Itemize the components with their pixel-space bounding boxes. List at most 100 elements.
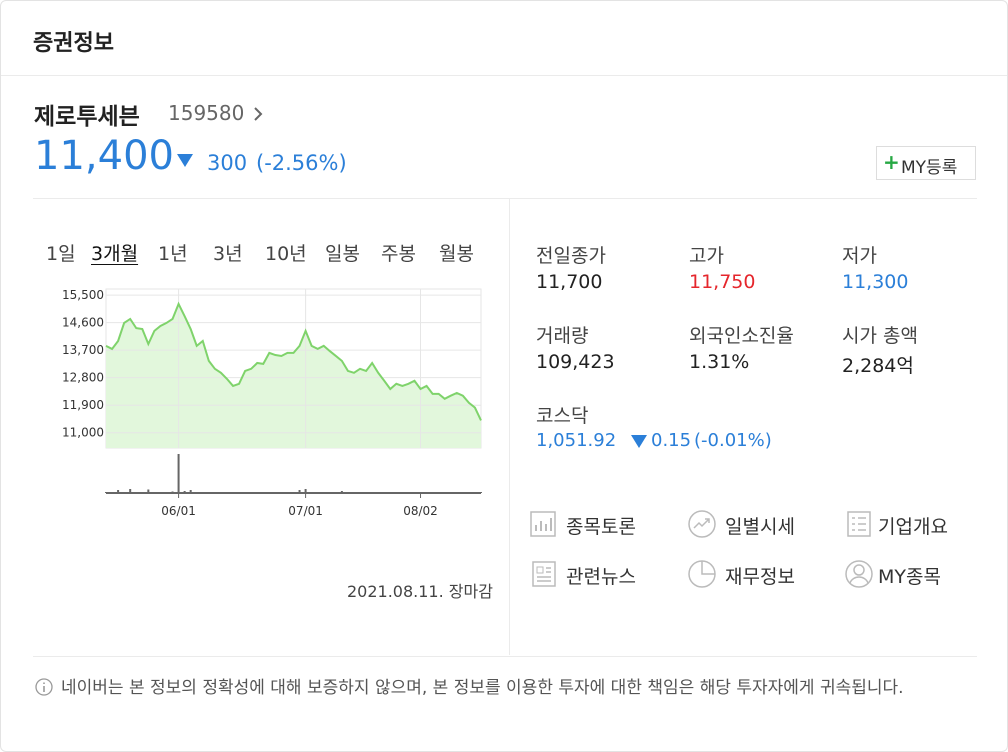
link-icon[interactable] (844, 559, 874, 589)
volume-bar (334, 492, 337, 493)
volume-bar (340, 491, 343, 493)
price-line (105, 301, 482, 421)
period-tab[interactable]: 10년 (265, 243, 307, 265)
volume-bar (425, 492, 428, 493)
volume-bar (455, 492, 458, 493)
volume-bar (147, 489, 150, 493)
y-tick-label: 11,900 (62, 398, 104, 412)
volume-bar (123, 492, 126, 493)
info-value: 1.31% (689, 351, 750, 373)
price-change-rate: (-2.56%) (256, 151, 347, 175)
my-register-label[interactable]: MY등록 (901, 158, 958, 178)
volume-bar (244, 492, 247, 493)
volume-bar (105, 492, 107, 493)
volume-bar (256, 492, 259, 493)
link-icon[interactable] (687, 559, 717, 589)
volume-bar (286, 492, 289, 493)
volume-bar (268, 492, 271, 493)
volume-bar (111, 492, 114, 493)
chevron-icon (254, 107, 263, 121)
price-area (106, 303, 481, 448)
volume-bar (298, 490, 301, 493)
volume-bar (213, 492, 216, 493)
volume-bar (207, 492, 210, 493)
volume-bar (322, 492, 325, 493)
period-tab[interactable]: 1일 (46, 243, 76, 265)
info-value: 11,700 (536, 271, 603, 293)
link[interactable]: MY종목 (878, 566, 941, 588)
y-tick-label: 14,600 (62, 316, 104, 330)
volume-bar (461, 492, 464, 493)
volume-bar (171, 491, 174, 493)
update-time: 2021.08.11. 장마감 (347, 582, 493, 601)
volume-bar (274, 492, 277, 493)
period-tab[interactable]: 월봉 (439, 243, 474, 265)
volume-bar (359, 492, 362, 493)
volume-bar (383, 492, 386, 493)
volume-bar (183, 491, 186, 493)
divider (1, 75, 1007, 76)
index-value: 1,051.92 (536, 430, 617, 451)
period-tab[interactable]: 일봉 (325, 243, 360, 265)
x-tick-label: 08/02 (403, 504, 438, 518)
x-tick-label: 07/01 (288, 504, 323, 518)
link-icon[interactable] (687, 509, 717, 539)
stock-code[interactable]: 159580 (168, 101, 245, 125)
volume-bar (419, 492, 422, 493)
info-label: 고가 (689, 245, 724, 267)
volume-bar (365, 492, 368, 493)
info-label: 전일종가 (536, 245, 606, 267)
stock-name[interactable]: 제로투세븐 (34, 104, 140, 130)
volume-bar (195, 492, 198, 493)
info-label: 시가 총액 (842, 325, 918, 347)
info-label: 외국인소진율 (689, 325, 794, 347)
divider (33, 198, 977, 199)
info-value: 11,300 (842, 271, 909, 293)
my-register-button[interactable]: + MY등록 (876, 146, 976, 180)
divider (509, 199, 510, 655)
volume-bar (153, 492, 156, 493)
volume-bar (449, 492, 452, 493)
volume-bar (346, 492, 349, 493)
info-value: 109,423 (536, 351, 615, 373)
volume-bar (407, 492, 410, 493)
link[interactable]: 기업개요 (878, 516, 948, 538)
volume-bar (328, 492, 331, 493)
link-icon[interactable] (529, 509, 559, 539)
volume-bar (135, 492, 138, 493)
info-value: 2,284억 (842, 355, 914, 377)
index-change-rate: (-0.01%) (694, 430, 772, 451)
link-icon[interactable] (844, 509, 874, 539)
period-tab[interactable]: 3년 (213, 243, 243, 265)
link[interactable]: 일별시세 (725, 516, 795, 538)
volume-bar (443, 492, 446, 493)
info-label: 거래량 (536, 325, 589, 347)
y-tick-label: 12,800 (62, 371, 104, 385)
volume-bar (480, 492, 482, 493)
link[interactable]: 종목토론 (566, 516, 636, 538)
y-tick-label: 13,700 (62, 343, 104, 357)
volume-bar (141, 492, 144, 493)
stock-price: 11,400 (34, 133, 174, 179)
volume-bar (413, 492, 416, 493)
volume-bar (377, 492, 380, 493)
info-label: 저가 (842, 245, 877, 267)
volume-bar (165, 492, 168, 493)
volume-bar (292, 492, 295, 493)
info-value: 11,750 (689, 271, 756, 293)
volume-bar (352, 492, 355, 493)
link-icon[interactable] (529, 559, 559, 589)
volume-bar (232, 492, 235, 493)
period-tab[interactable]: 3개월 (91, 243, 139, 265)
period-tab[interactable]: 주봉 (381, 243, 416, 265)
volume-bar (177, 454, 180, 493)
y-tick-label: 15,500 (62, 288, 104, 302)
volume-bar (401, 492, 404, 493)
period-tab[interactable]: 1년 (158, 243, 188, 265)
down-icon (177, 154, 193, 167)
volume-bar (304, 489, 307, 493)
link[interactable]: 관련뉴스 (566, 566, 636, 588)
link[interactable]: 재무정보 (725, 566, 795, 588)
volume-bar (238, 492, 241, 493)
